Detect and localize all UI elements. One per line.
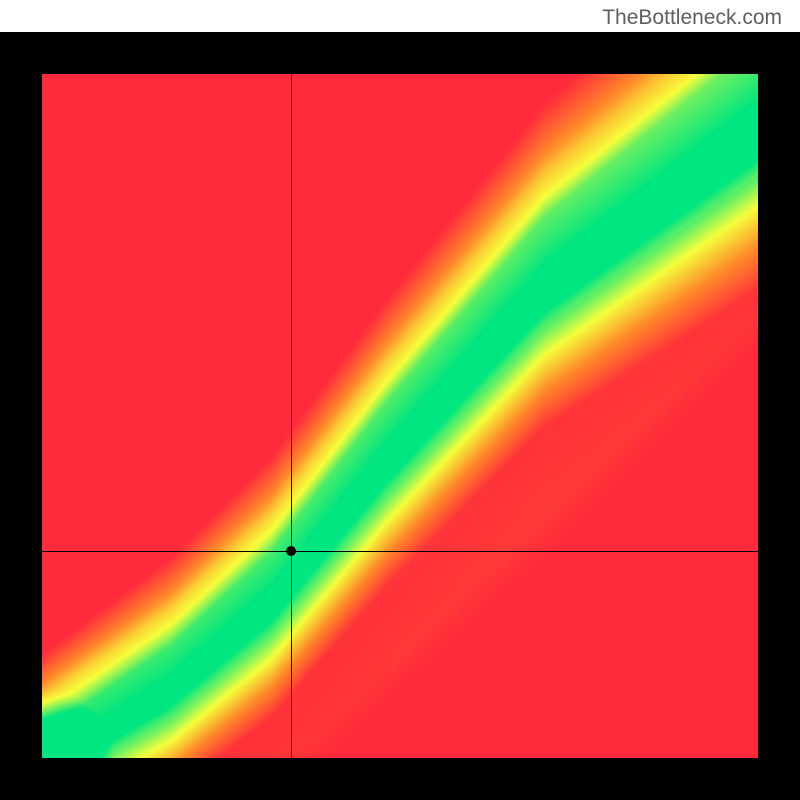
chart-container: TheBottleneck.com	[0, 0, 800, 800]
crosshair-vertical	[291, 74, 292, 758]
crosshair-horizontal	[42, 551, 758, 552]
attribution-text: TheBottleneck.com	[602, 6, 782, 30]
heatmap-canvas	[42, 74, 758, 758]
heatmap-area	[42, 74, 758, 758]
crosshair-marker-dot	[286, 546, 296, 556]
